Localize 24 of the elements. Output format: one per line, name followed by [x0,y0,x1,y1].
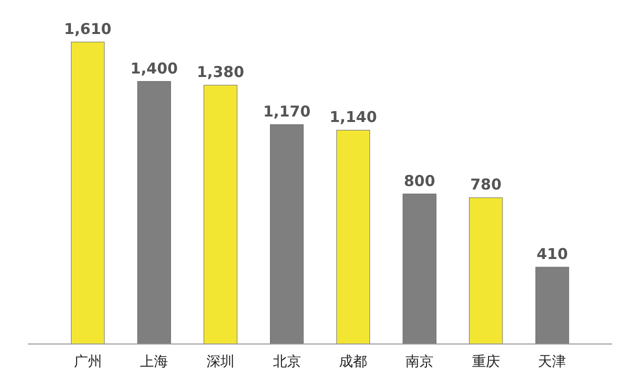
x-tick-label: 成都 [339,354,368,370]
x-tick-label: 南京 [406,354,434,370]
data-label: 1,140 [329,108,377,126]
bar [70,42,105,344]
bar [535,266,570,344]
data-label: 800 [404,172,436,190]
bar [336,130,370,344]
data-label: 410 [536,245,568,264]
x-tick-label: 上海 [140,354,168,370]
bar [204,84,238,344]
bar [270,124,304,344]
data-label: 1,610 [64,20,112,38]
data-label: 1,400 [130,59,178,78]
bar [469,197,503,344]
bar [402,194,436,344]
data-label: 1,170 [263,102,311,121]
x-tick-label: 广州 [74,354,102,370]
x-tick-label: 深圳 [206,354,234,370]
x-tick-label: 天津 [538,354,566,370]
x-tick-label: 北京 [272,354,301,370]
data-label: 780 [470,176,502,194]
bar [137,81,171,344]
data-label: 1,380 [196,63,244,82]
x-tick-label: 重庆 [472,354,500,370]
